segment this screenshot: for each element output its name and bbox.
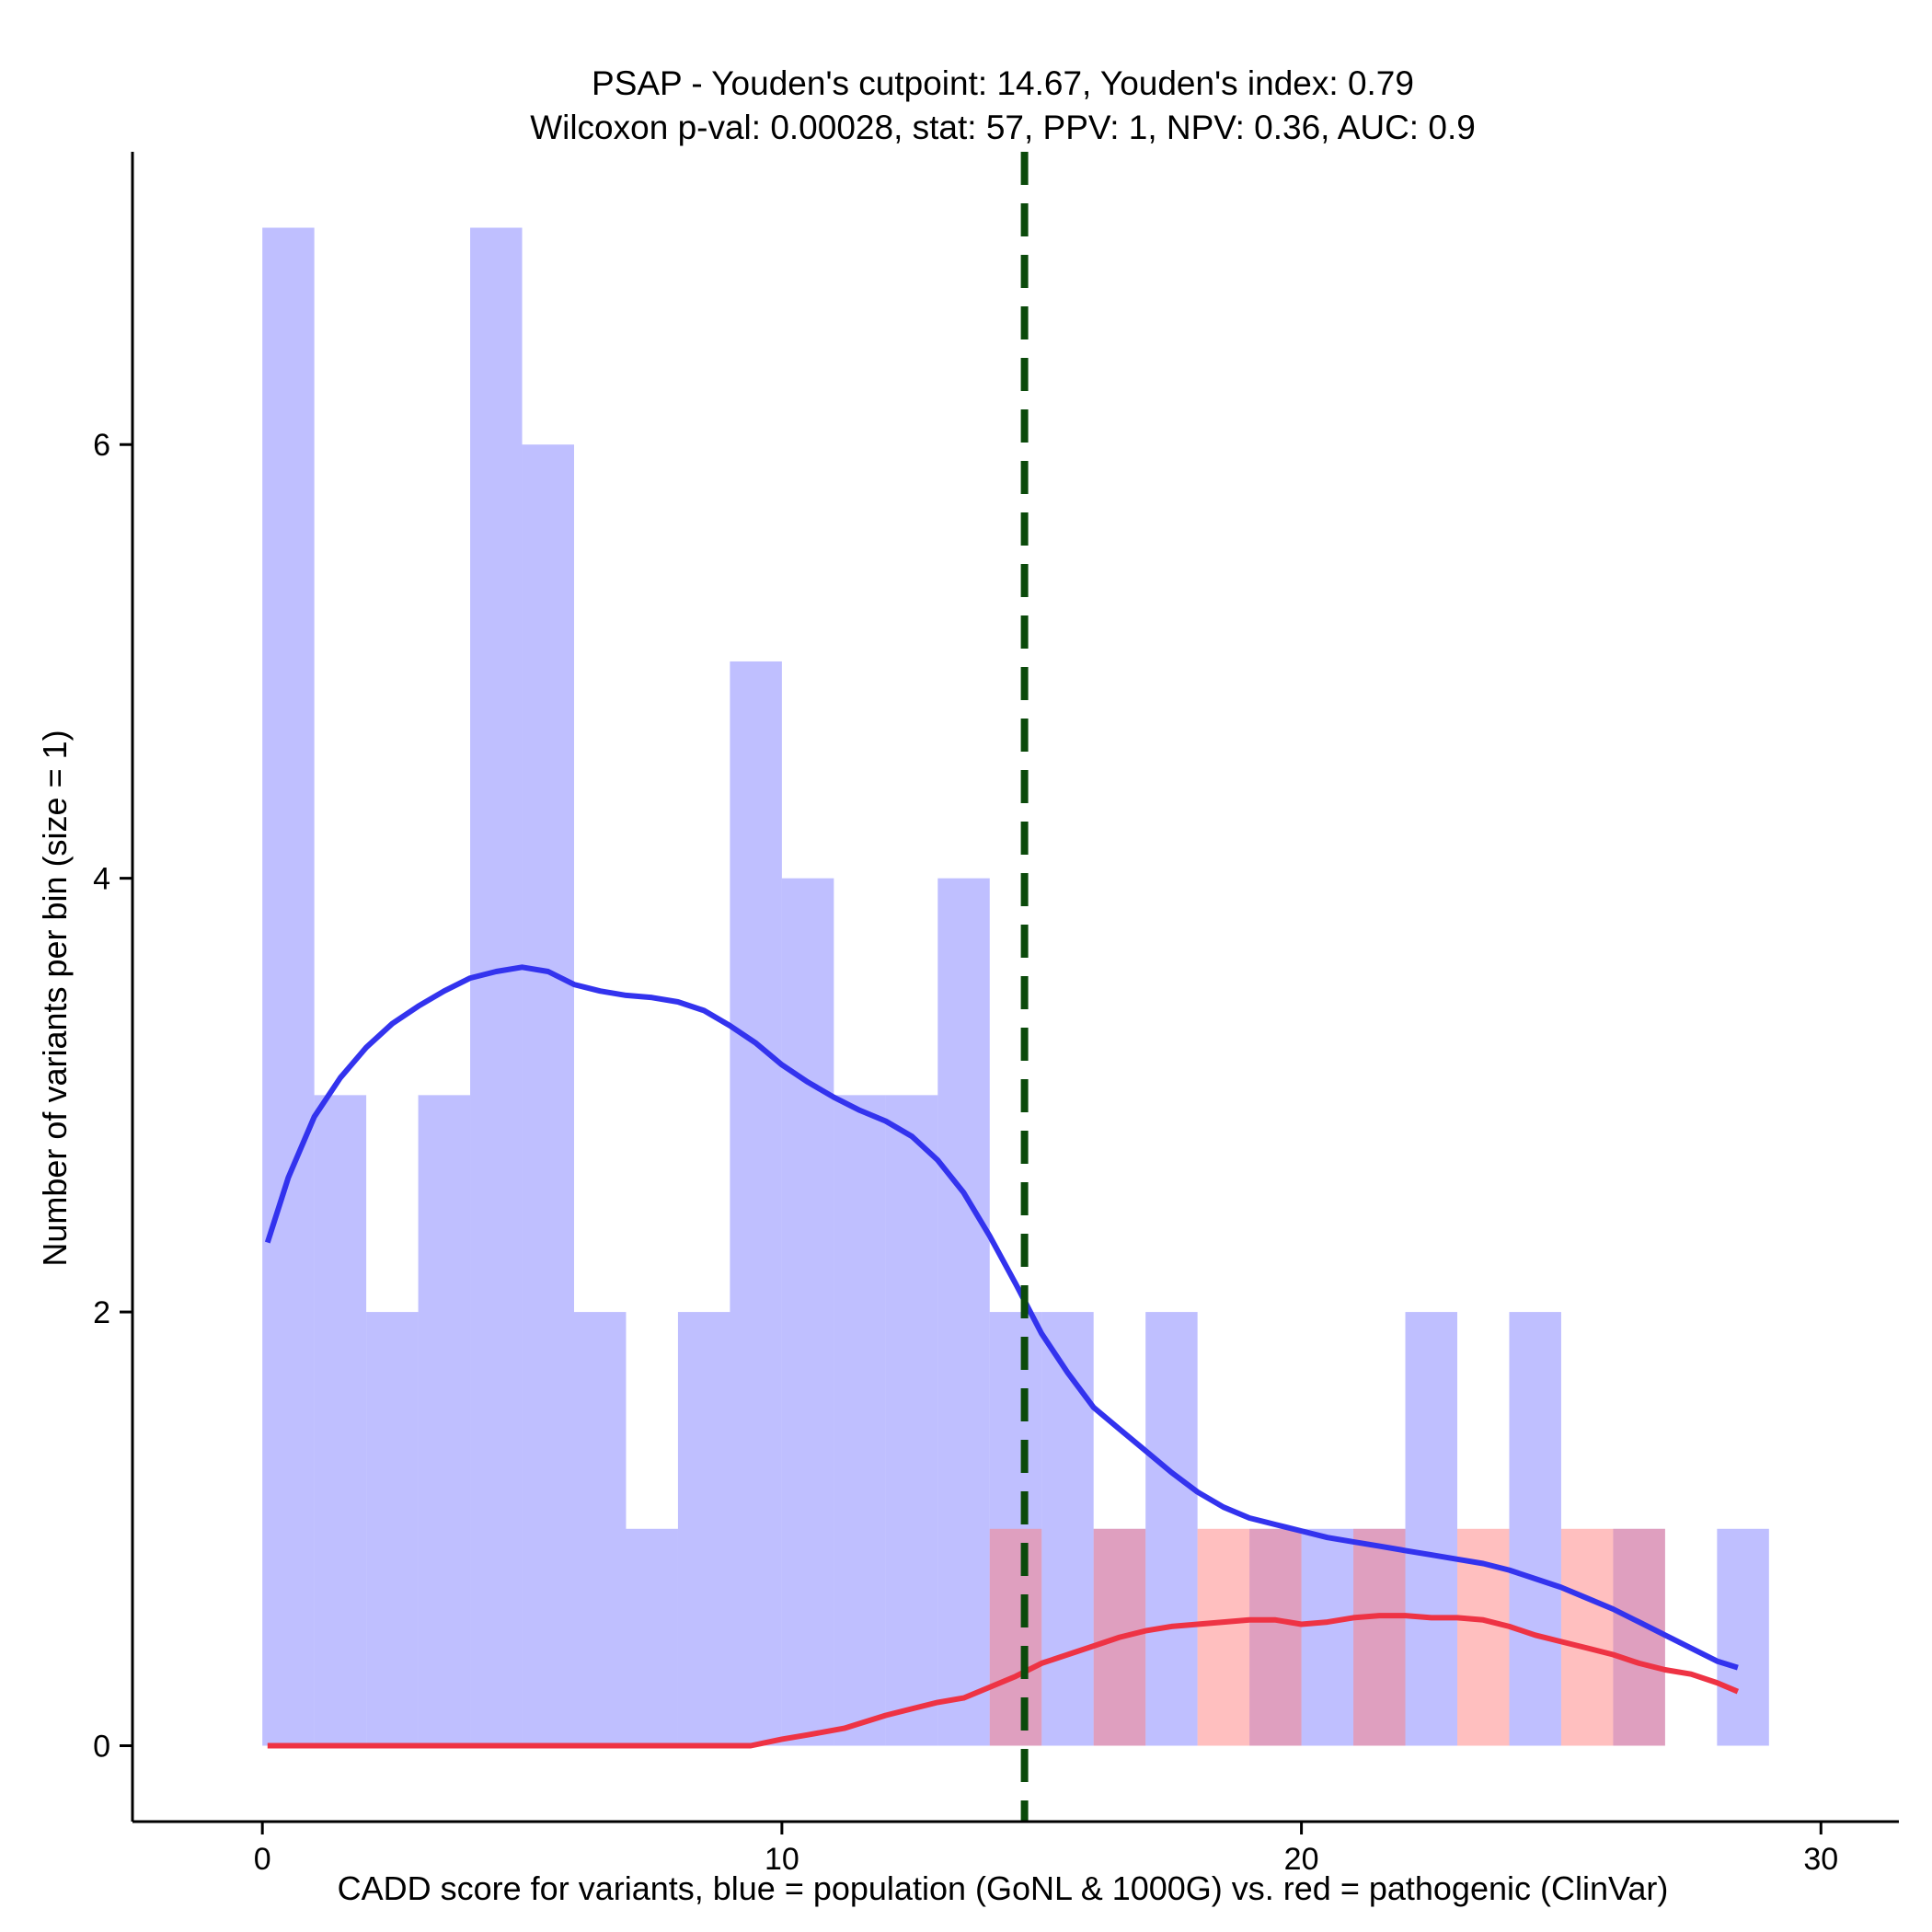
x-tick-label: 30 — [1803, 1842, 1838, 1877]
population-bar-2 — [366, 1312, 419, 1746]
density-lines — [264, 964, 1740, 1749]
population-bar-28 — [1717, 1528, 1769, 1746]
x-tick-label: 10 — [765, 1842, 799, 1877]
population-bar-4 — [470, 227, 523, 1746]
x-axis-label: CADD score for variants, blue = populati… — [338, 1869, 1669, 1907]
x-tick-label: 20 — [1284, 1842, 1319, 1877]
pathogenic-bar-14 — [989, 1528, 1042, 1746]
pathogenic-density-line — [267, 1613, 1740, 1749]
population-bar-8 — [677, 1312, 730, 1746]
y-axis-label: Number of variants per bin (size = 1) — [36, 730, 74, 1266]
pathogenic-bar-21 — [1353, 1528, 1406, 1746]
population-bar-9 — [730, 661, 782, 1746]
population-bar-15 — [1041, 1312, 1094, 1746]
histogram-bars — [262, 227, 1769, 1746]
y-tick-label: 2 — [93, 1295, 110, 1330]
population-bar-17 — [1145, 1312, 1198, 1746]
pathogenic-bar-19 — [1249, 1528, 1302, 1746]
pathogenic-bar-18 — [1197, 1528, 1250, 1746]
x-tick-label: 0 — [254, 1842, 271, 1877]
y-tick-label: 6 — [93, 428, 110, 463]
population-bar-20 — [1301, 1528, 1354, 1746]
pathogenic-bar-26 — [1613, 1528, 1665, 1746]
population-bar-24 — [1509, 1312, 1561, 1746]
population-bar-12 — [885, 1095, 938, 1746]
population-bar-5 — [522, 444, 574, 1746]
population-bar-11 — [834, 1095, 886, 1746]
population-bar-1 — [314, 1095, 367, 1746]
y-axis-ticks: 0 2 4 6 — [93, 428, 132, 1765]
pathogenic-bar-25 — [1560, 1528, 1614, 1746]
population-bar-10 — [781, 878, 834, 1746]
chart-title-line-1: PSAP - Youden's cutpoint: 14.67, Youden'… — [592, 64, 1414, 102]
population-bar-7 — [626, 1528, 678, 1746]
population-bar-22 — [1405, 1312, 1457, 1746]
y-tick-label: 4 — [93, 862, 110, 897]
population-bar-0 — [262, 227, 315, 1746]
chart-title-line-2: Wilcoxon p-val: 0.00028, stat: 57, PPV: … — [530, 109, 1476, 146]
axes: 0 10 20 30 0 2 4 6 — [93, 152, 1899, 1877]
y-tick-label: 0 — [93, 1730, 110, 1765]
population-bar-13 — [937, 878, 990, 1746]
population-bar-3 — [418, 1095, 471, 1746]
population-bar-6 — [574, 1312, 627, 1746]
x-axis-ticks: 0 10 20 30 — [254, 1822, 1838, 1877]
population-density-line — [264, 964, 1739, 1671]
